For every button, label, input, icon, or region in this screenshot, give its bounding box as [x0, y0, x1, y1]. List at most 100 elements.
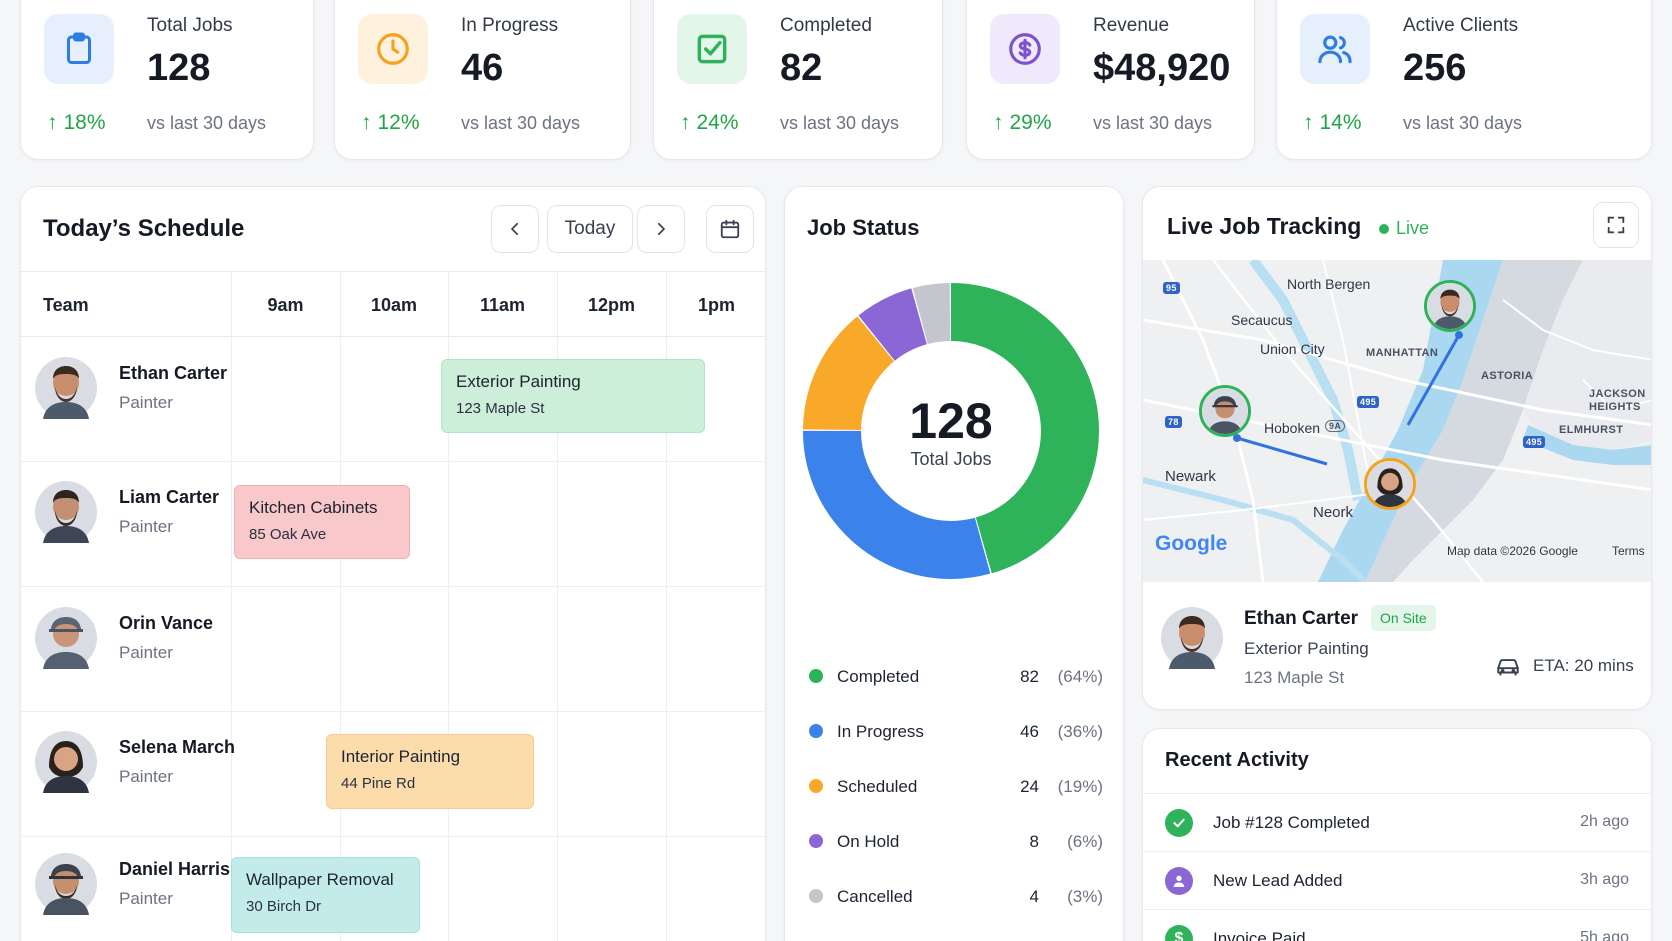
- arrow-up-icon: ↑: [47, 111, 58, 134]
- job-title: Wallpaper Removal: [246, 870, 394, 889]
- team-member-name: Orin Vance: [119, 613, 214, 633]
- job-block-exterior-painting[interactable]: Exterior Painting 123 Maple St: [441, 359, 705, 433]
- tracking-title: Live Job Tracking: [1167, 213, 1362, 239]
- team-member-row[interactable]: Ethan Carter Painter: [35, 357, 227, 419]
- job-address: 85 Oak Ave: [249, 526, 327, 543]
- live-map[interactable]: North Bergen Secaucus Union City MANHATT…: [1143, 260, 1651, 582]
- stat-label: Revenue: [1093, 15, 1170, 36]
- eta-info: ETA: 20 mins: [1495, 655, 1634, 677]
- stat-compare: vs last 30 days: [1403, 113, 1523, 133]
- today-button[interactable]: Today: [547, 205, 633, 253]
- map-label: Union City: [1260, 341, 1325, 357]
- highway-shield: 495: [1357, 396, 1380, 408]
- job-status-title: Job Status: [807, 215, 920, 240]
- team-member-role: Painter: [119, 393, 173, 412]
- team-member-row[interactable]: Orin Vance Painter: [35, 607, 213, 669]
- stat-card-total-jobs[interactable]: Total Jobs 128 ↑ 18% vs last 30 days: [20, 0, 314, 160]
- avatar: [35, 731, 97, 793]
- stat-compare: vs last 30 days: [780, 113, 900, 133]
- recent-activity-panel: Recent Activity Job #128 Completed 2h ag…: [1142, 728, 1652, 941]
- activity-time: 5h ago: [1580, 929, 1629, 941]
- team-member-row[interactable]: Liam Carter Painter: [35, 481, 219, 543]
- calendar-button[interactable]: [706, 205, 754, 253]
- team-member-row[interactable]: Daniel Harris Painter: [35, 853, 230, 915]
- legend-item-on-hold: On Hold 8 (6%): [807, 829, 1103, 853]
- avatar: [1161, 607, 1223, 669]
- map-attribution: Map data ©2026 Google: [1447, 544, 1578, 558]
- stat-label: In Progress: [461, 15, 559, 36]
- stat-card-active-clients[interactable]: Active Clients 256 ↑ 14% vs last 30 days: [1276, 0, 1652, 160]
- stat-value: 128: [147, 47, 211, 89]
- next-day-button[interactable]: [637, 205, 685, 253]
- activity-item[interactable]: Job #128 Completed 2h ago: [1143, 793, 1651, 851]
- map-label: Secaucus: [1231, 312, 1293, 328]
- map-label: ELMHURST: [1559, 424, 1624, 436]
- team-member-name: Ethan Carter: [119, 363, 228, 383]
- schedule-panel: Today’s Schedule Today Team 9am 10am 11a…: [20, 186, 766, 941]
- job-address: 30 Birch Dr: [246, 898, 322, 915]
- prev-day-button[interactable]: [491, 205, 539, 253]
- team-member-role: Painter: [119, 643, 173, 662]
- team-member-name: Selena March: [119, 737, 236, 757]
- stat-change: ↑ 18%: [47, 111, 106, 134]
- hour-header: 1pm: [697, 294, 735, 315]
- job-block-kitchen-cabinets[interactable]: Kitchen Cabinets 85 Oak Ave: [234, 485, 410, 559]
- stat-value: 46: [461, 47, 504, 89]
- avatar: [35, 357, 97, 419]
- map-label: Hoboken: [1264, 420, 1321, 436]
- avatar: [1202, 388, 1248, 434]
- stat-card-revenue[interactable]: Revenue $48,920 ↑ 29% vs last 30 days: [966, 0, 1255, 160]
- map-label: MANHATTAN: [1366, 347, 1439, 359]
- team-member-role: Painter: [119, 767, 173, 786]
- fullscreen-button[interactable]: [1593, 202, 1639, 248]
- stat-label: Total Jobs: [147, 15, 233, 36]
- clipboard-icon: [44, 14, 114, 84]
- car-icon: [1497, 659, 1519, 676]
- activity-title: Recent Activity: [1165, 749, 1309, 771]
- activity-item[interactable]: New Lead Added 3h ago: [1143, 851, 1651, 909]
- highway-shield: 9A: [1325, 420, 1346, 432]
- expand-icon: [1607, 216, 1625, 234]
- hour-header: 12pm: [587, 294, 636, 315]
- arrow-up-icon: ↑: [361, 111, 372, 134]
- team-member-role: Painter: [119, 889, 173, 908]
- donut-center-value: 128: [909, 393, 993, 449]
- live-indicator: Live: [1379, 218, 1429, 239]
- live-dot-icon: [1379, 223, 1389, 234]
- stat-card-in-progress[interactable]: In Progress 46 ↑ 12% vs last 30 days: [334, 0, 631, 160]
- avatar: [35, 853, 97, 915]
- schedule-title: Today’s Schedule: [43, 215, 245, 242]
- arrow-up-icon: ↑: [680, 111, 691, 134]
- stat-value: 82: [780, 47, 823, 89]
- map-pin-worker[interactable]: [1364, 458, 1416, 510]
- team-member-name: Liam Carter: [119, 487, 220, 507]
- job-title: Interior Painting: [341, 747, 461, 766]
- highway-shield: 78: [1165, 416, 1182, 428]
- activity-text: New Lead Added: [1213, 871, 1343, 890]
- map-terms-link[interactable]: Terms: [1612, 544, 1645, 558]
- job-block-wallpaper-removal[interactable]: Wallpaper Removal 30 Birch Dr: [231, 857, 420, 933]
- map-pin-worker[interactable]: [1424, 280, 1476, 332]
- map-label: ASTORIA: [1481, 370, 1534, 382]
- dollar-icon: [990, 14, 1060, 84]
- user-icon: [1165, 867, 1193, 895]
- activity-item[interactable]: $ Invoice Paid 5h ago: [1143, 909, 1651, 941]
- map-label: Newark: [1165, 468, 1216, 485]
- stat-card-completed[interactable]: Completed 82 ↑ 24% vs last 30 days: [653, 0, 943, 160]
- donut-segment-in-progress: [803, 283, 1099, 579]
- highway-shield: 495: [1523, 436, 1546, 448]
- stat-label: Completed: [780, 15, 872, 36]
- map-pin-worker[interactable]: [1199, 385, 1251, 437]
- live-tracking-panel: Live Job Tracking Live: [1142, 186, 1652, 710]
- job-title: Kitchen Cabinets: [249, 498, 378, 517]
- stat-value: 256: [1403, 47, 1467, 89]
- chevron-left-icon: [511, 222, 519, 236]
- arrow-up-icon: ↑: [1303, 111, 1314, 134]
- job-block-interior-painting[interactable]: Interior Painting 44 Pine Rd: [326, 734, 534, 809]
- legend-item-in-progress: In Progress 46 (36%): [807, 719, 1103, 743]
- activity-time: 2h ago: [1580, 813, 1629, 830]
- map-label: JACKSON: [1589, 388, 1646, 400]
- avatar: [35, 481, 97, 543]
- team-member-row[interactable]: Selena March Painter: [35, 731, 235, 793]
- legend-item-scheduled: Scheduled 24 (19%): [807, 774, 1103, 798]
